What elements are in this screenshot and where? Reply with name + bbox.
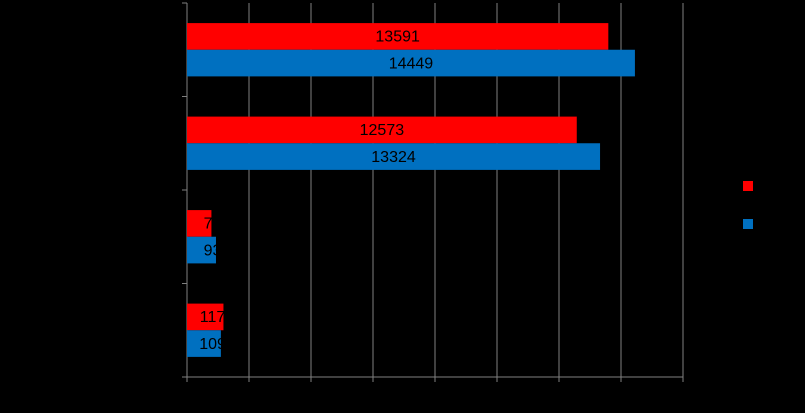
value-label: 1176 xyxy=(200,309,235,326)
x-tick-label: 4000 xyxy=(293,386,329,403)
bar xyxy=(187,23,609,50)
x-tick-label: 2000 xyxy=(231,386,267,403)
bar xyxy=(187,210,212,237)
legend-marker xyxy=(743,219,753,229)
legend-marker xyxy=(743,181,753,191)
x-tick-label: 12000 xyxy=(537,386,582,403)
value-label: 788 xyxy=(204,216,231,233)
bar xyxy=(187,236,216,264)
x-tick-label: 14000 xyxy=(599,386,644,403)
value-label: 1093 xyxy=(199,336,235,353)
value-label: 13591 xyxy=(375,29,420,46)
bar xyxy=(187,143,601,170)
bar xyxy=(187,49,635,77)
x-tick-label: 8000 xyxy=(417,386,453,403)
x-tick-label: 10000 xyxy=(475,386,520,403)
x-tick-label: 16000 xyxy=(661,386,706,403)
bar xyxy=(187,303,224,331)
value-label: 14449 xyxy=(389,55,434,72)
x-tick-label: 6000 xyxy=(355,386,391,403)
bar xyxy=(187,330,221,357)
value-label: 13324 xyxy=(371,149,416,166)
bar xyxy=(187,116,577,144)
x-tick-label: 0 xyxy=(183,386,192,403)
value-label: 935 xyxy=(204,242,231,259)
value-label: 12573 xyxy=(360,122,405,139)
